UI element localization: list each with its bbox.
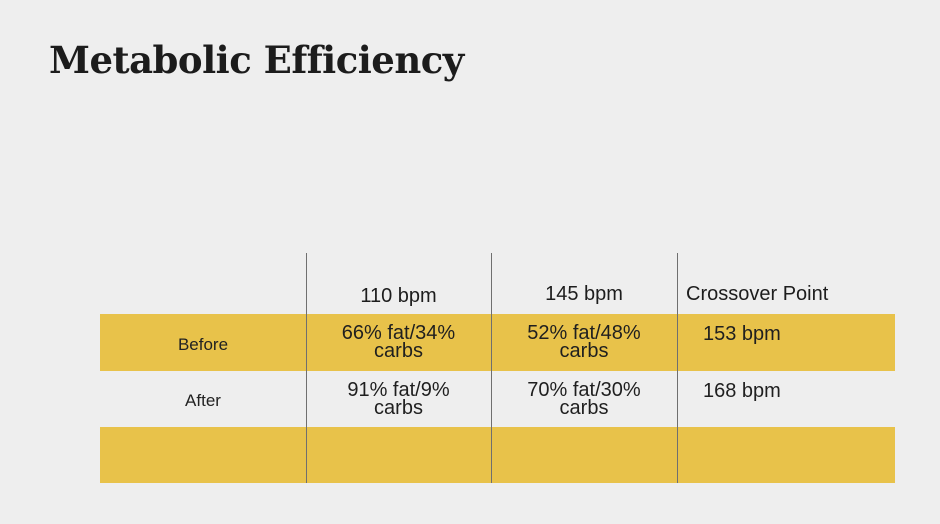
fuel-split: 66% fat/34% carbs [341, 322, 456, 362]
header-label: 110 bpm [360, 285, 437, 307]
fuel-split-line: carbs [374, 340, 423, 362]
slide-title: Metabolic Efficiency [49, 38, 464, 82]
table-row-before: Before 66% fat/34% carbs 52% fat/48% car… [100, 314, 895, 371]
table-header-row: 110 bpm 145 bpm Crossover Point [100, 253, 895, 314]
crossover-cell: 168 bpm [677, 371, 895, 427]
crossover-value: 153 bpm [703, 323, 781, 345]
column-divider [491, 253, 492, 483]
fuel-split-cell [491, 427, 677, 483]
header-cell-110-bpm: 110 bpm [306, 253, 491, 314]
fuel-split-line: 66% fat/34% [341, 322, 456, 344]
fuel-split: 52% fat/48% carbs [527, 322, 641, 362]
fuel-split-line: 91% fat/9% [347, 379, 450, 401]
header-cell-145-bpm: 145 bpm [491, 253, 677, 314]
fuel-split: 70% fat/30% carbs [527, 379, 641, 419]
table-row-empty [100, 427, 895, 483]
fuel-split-line: 70% fat/30% [527, 379, 641, 401]
fuel-split: 91% fat/9% carbs [347, 379, 450, 419]
fuel-split-line: carbs [559, 340, 609, 362]
fuel-split-cell: 91% fat/9% carbs [306, 371, 491, 427]
fuel-split-cell: 52% fat/48% carbs [491, 314, 677, 371]
column-divider [677, 253, 678, 483]
fuel-split-line: 52% fat/48% [527, 322, 641, 344]
header-label: 145 bpm [545, 283, 623, 305]
fuel-split-line: carbs [374, 397, 423, 419]
row-label: After [185, 391, 221, 410]
fuel-split-cell: 66% fat/34% carbs [306, 314, 491, 371]
fuel-split-line: carbs [559, 397, 609, 419]
row-label-cell: Before [100, 314, 306, 371]
crossover-value: 168 bpm [703, 380, 781, 402]
crossover-cell: 153 bpm [677, 314, 895, 371]
header-cell-empty [100, 253, 306, 314]
metabolic-table: 110 bpm 145 bpm Crossover Point Before 6… [100, 253, 895, 483]
column-divider [306, 253, 307, 483]
crossover-cell [677, 427, 895, 483]
row-label-cell: After [100, 371, 306, 427]
fuel-split-cell [306, 427, 491, 483]
table-row-after: After 91% fat/9% carbs 70% fat/30% carbs… [100, 371, 895, 427]
row-label-cell [100, 427, 306, 483]
header-label: Crossover Point [686, 283, 829, 305]
header-cell-crossover: Crossover Point [677, 253, 895, 314]
row-label: Before [177, 335, 229, 354]
fuel-split-cell: 70% fat/30% carbs [491, 371, 677, 427]
